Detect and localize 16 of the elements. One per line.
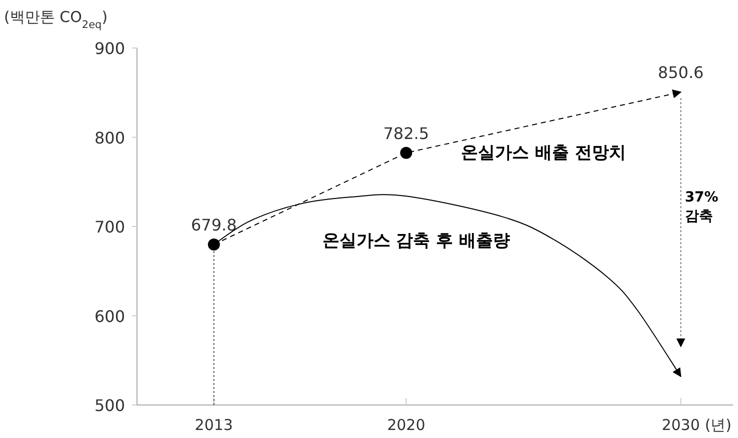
annotation: 37% 감축: [684, 189, 718, 224]
y-axis-title: (백만톤 CO$_{2eq}$): [4, 8, 108, 31]
series-label: 온실가스 감축 후 배출량: [322, 231, 510, 252]
data-label: 679.8: [190, 216, 237, 235]
x-tick-label: 2013: [194, 416, 233, 434]
y-tick-label: 600: [94, 306, 125, 326]
y-tick-label: 900: [94, 39, 125, 58]
data-label: 850.6: [658, 63, 704, 82]
y-tick-label: 700: [94, 218, 125, 236]
x-tick-label: 2020: [387, 416, 426, 434]
x-tick-label: 2030: [662, 416, 700, 434]
data-label: 782.5: [383, 124, 430, 143]
y-tick-label: 800: [94, 128, 125, 148]
series-label: 온실가스 배출 전망치: [461, 142, 626, 163]
y-tick-label: 500: [94, 396, 125, 415]
x-axis-title: (년): [704, 416, 732, 434]
